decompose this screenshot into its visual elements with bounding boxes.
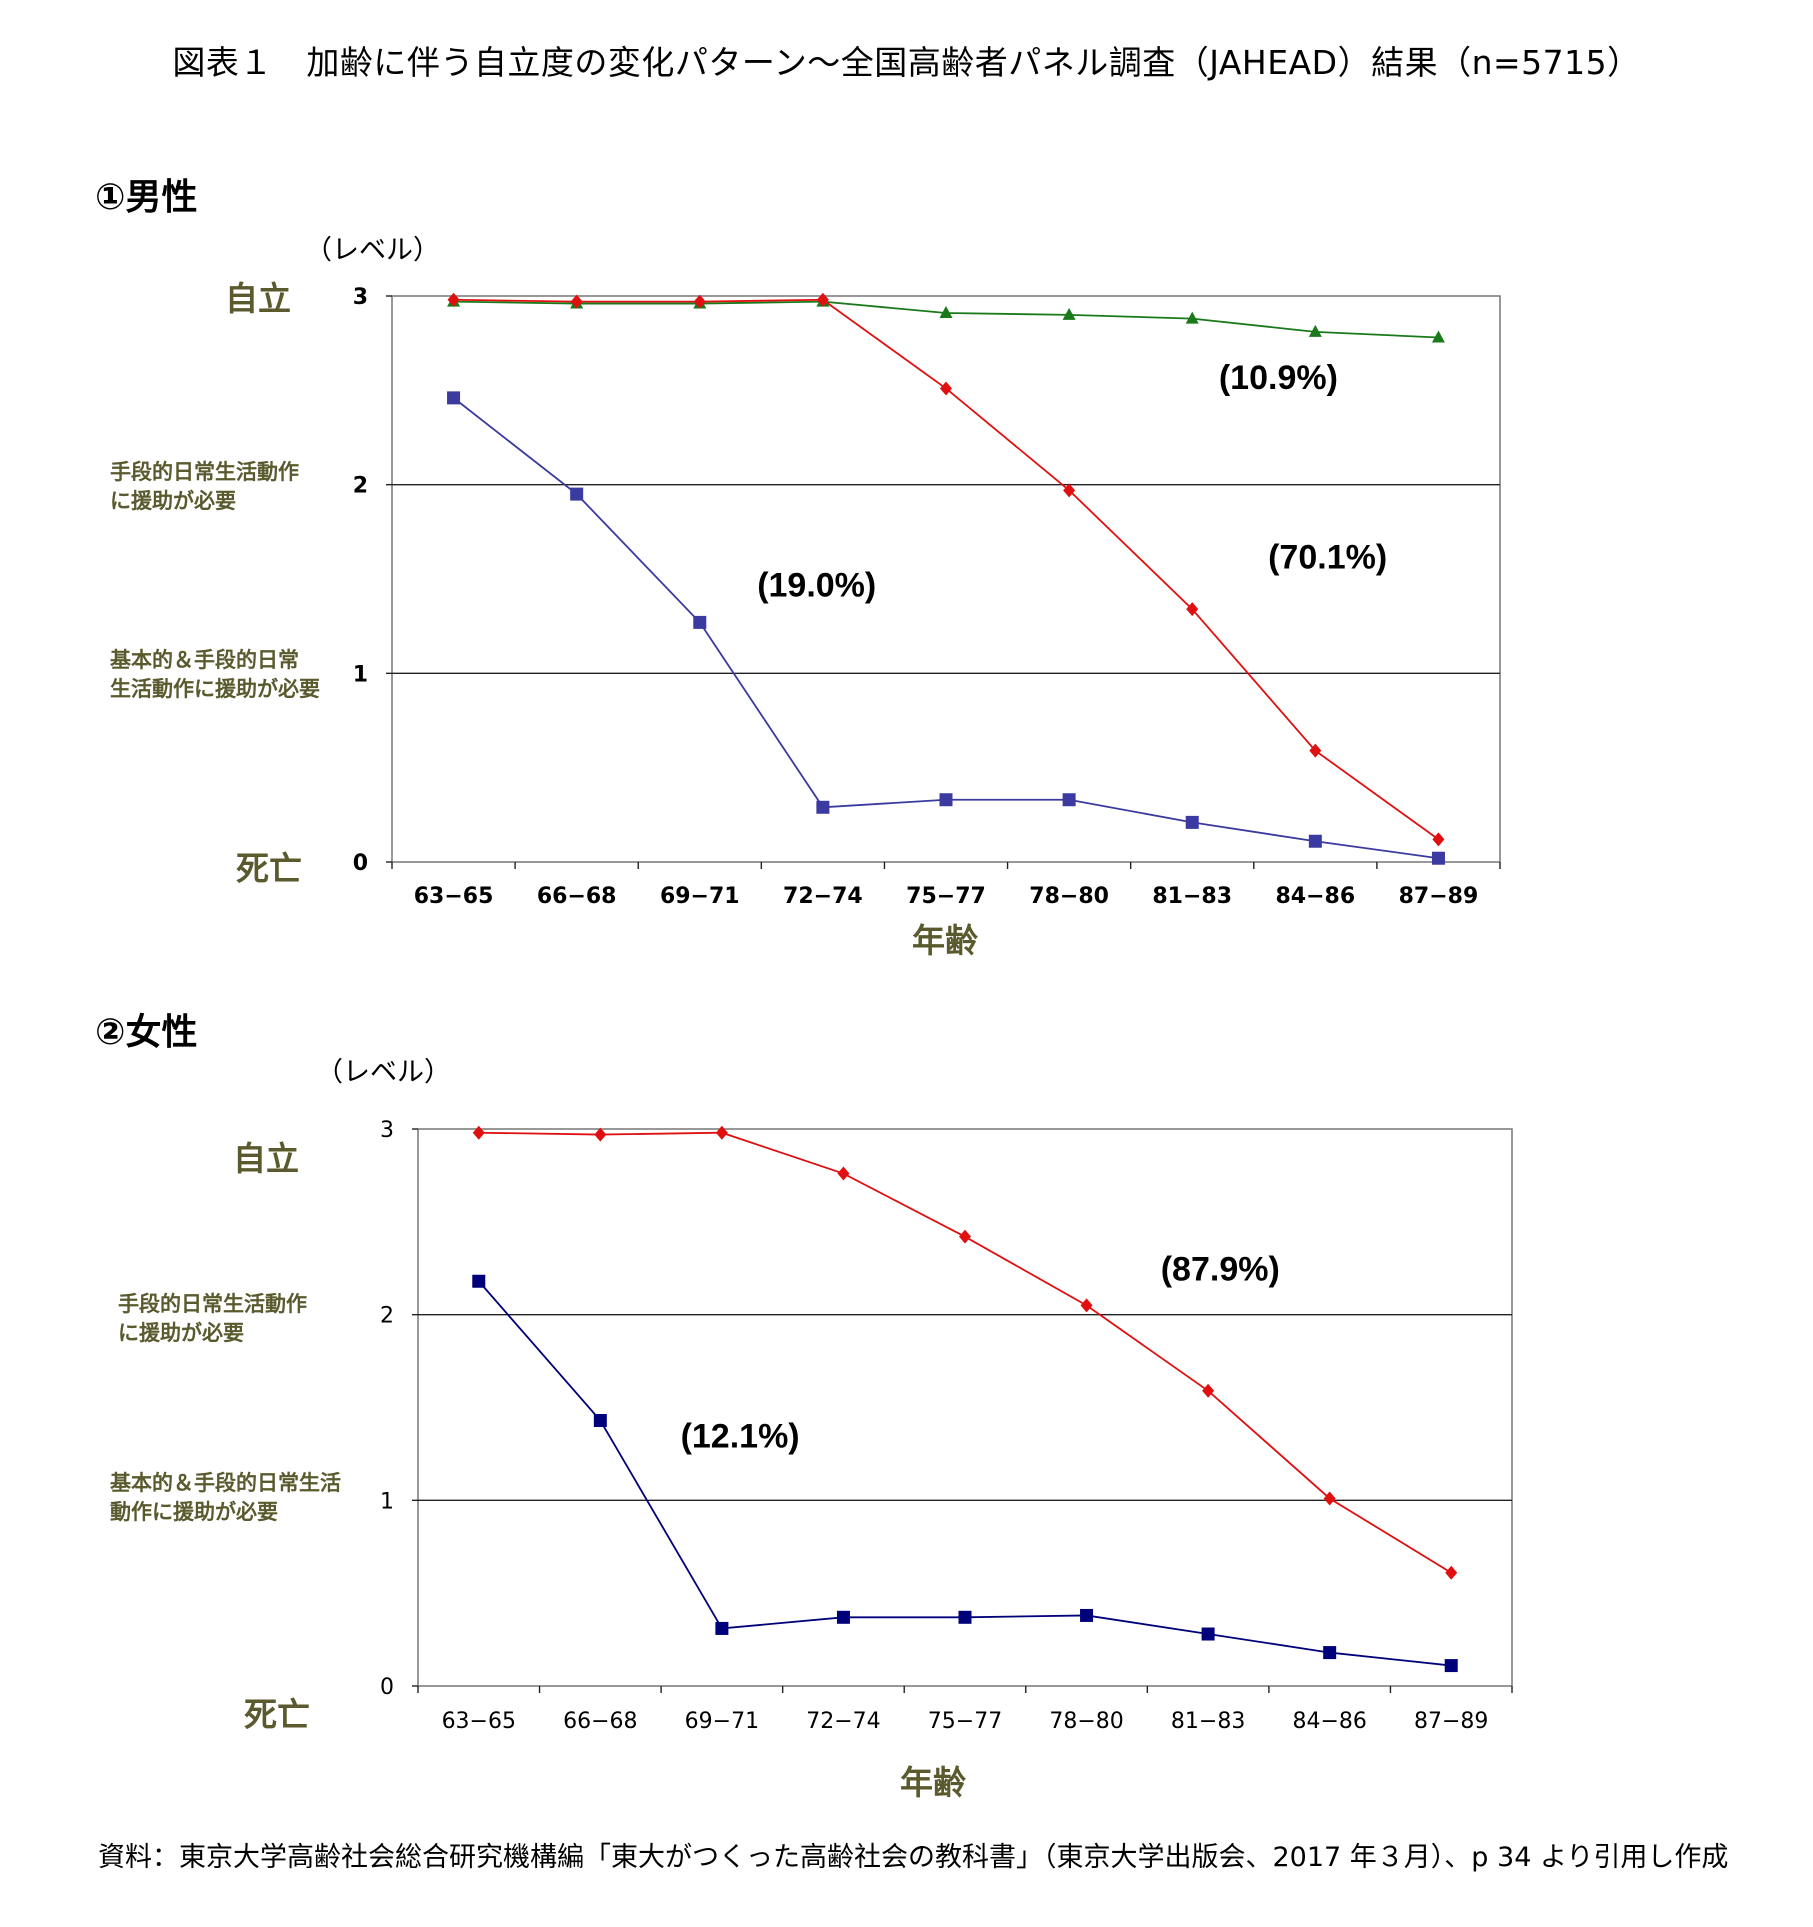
data-point-diamond — [472, 1125, 485, 1140]
y-tick-label: 3 — [380, 1118, 394, 1143]
y-tick-label: 0 — [353, 851, 368, 876]
x-tick-label: 63−65 — [442, 1709, 516, 1734]
x-tick-label: 87−89 — [1399, 884, 1479, 909]
x-tick-label: 72−74 — [806, 1709, 880, 1734]
data-point-square — [836, 1610, 850, 1624]
x-axis-title-male: 年齢 — [912, 921, 978, 960]
y-tick-label: 2 — [380, 1304, 394, 1329]
data-point-diamond — [959, 1229, 971, 1244]
data-point-square — [472, 1274, 486, 1288]
x-tick-label: 78−80 — [1029, 884, 1109, 909]
data-point-diamond — [1432, 832, 1445, 847]
data-point-diamond — [816, 292, 829, 307]
data-point-square — [958, 1610, 972, 1624]
data-point-triangle — [1062, 307, 1076, 320]
y-category-level2-male: 手段的日常生活動作 に援助が必要 — [110, 460, 299, 513]
y-category-level1-female: 基本的＆手段的日常生活 動作に援助が必要 — [110, 1471, 341, 1524]
x-tick-label: 69−71 — [660, 884, 740, 909]
x-tick-label: 81−83 — [1171, 1709, 1245, 1734]
data-point-diamond — [1323, 1491, 1336, 1506]
data-point-diamond — [570, 294, 583, 309]
data-point-square — [570, 487, 584, 501]
y-category-top-male: 自立 — [225, 279, 291, 318]
data-point-square — [1308, 834, 1322, 848]
y-tick-label: 1 — [353, 662, 368, 687]
percent-annotation: (70.1%) — [1268, 538, 1387, 576]
data-point-triangle — [939, 305, 953, 318]
data-point-diamond — [1445, 1565, 1458, 1580]
y-tick-label: 3 — [353, 285, 368, 310]
data-point-square — [939, 793, 953, 807]
y-category-bottom-male: 死亡 — [236, 849, 302, 888]
figure-title: 図表１ 加齢に伴う自立度の変化パターン～全国高齢者パネル調査（JAHEAD）結果… — [172, 43, 1641, 82]
x-tick-label: 66−68 — [537, 884, 617, 909]
x-tick-label: 69−71 — [685, 1709, 759, 1734]
y-tick-label: 0 — [380, 1675, 394, 1700]
data-point-diamond — [594, 1127, 607, 1142]
data-point-diamond — [715, 1125, 728, 1140]
section-label-male: ①男性 — [95, 177, 198, 218]
data-point-diamond — [1309, 743, 1322, 758]
y-tick-label: 2 — [353, 474, 368, 499]
data-point-square — [816, 800, 830, 814]
percent-annotation: (12.1%) — [681, 1417, 800, 1455]
x-tick-label: 87−89 — [1414, 1709, 1488, 1734]
x-tick-label: 78−80 — [1049, 1709, 1123, 1734]
data-point-square — [447, 391, 461, 405]
y-category-level1-male: 基本的＆手段的日常 生活動作に援助が必要 — [110, 648, 320, 701]
y-tick-label: 1 — [380, 1489, 394, 1514]
x-axis-title-female: 年齢 — [900, 1763, 966, 1802]
data-point-diamond — [1202, 1383, 1215, 1398]
percent-annotation: (10.9%) — [1219, 359, 1338, 397]
x-tick-label: 84−86 — [1292, 1709, 1366, 1734]
plot-area — [417, 1128, 1513, 1687]
data-point-square — [1080, 1608, 1094, 1622]
data-point-diamond — [1080, 1298, 1093, 1313]
data-point-square — [693, 615, 707, 629]
x-tick-label: 72−74 — [783, 884, 863, 909]
y-unit-female: （レベル） — [316, 1057, 451, 1088]
data-point-square — [1323, 1646, 1337, 1660]
data-point-square — [1062, 793, 1076, 807]
x-tick-label: 81−83 — [1152, 884, 1232, 909]
percent-annotation: (19.0%) — [757, 567, 876, 605]
data-point-diamond — [693, 294, 706, 309]
x-tick-label: 84−86 — [1275, 884, 1355, 909]
data-point-square — [1444, 1659, 1458, 1673]
x-tick-label: 63−65 — [414, 884, 494, 909]
x-tick-label: 75−77 — [928, 1709, 1002, 1734]
data-point-diamond — [447, 292, 460, 307]
data-point-triangle — [1308, 324, 1322, 337]
y-category-top-female: 自立 — [233, 1139, 299, 1178]
source-note: 資料：東京大学高齢社会総合研究機構編「東大がつくった高齢社会の教科書」（東京大学… — [98, 1842, 1729, 1873]
y-unit-male: （レベル） — [305, 235, 440, 266]
data-point-square — [1185, 815, 1199, 829]
data-point-diamond — [1063, 483, 1076, 498]
data-point-square — [1431, 851, 1445, 865]
x-tick-label: 66−68 — [563, 1709, 637, 1734]
section-label-female: ②女性 — [95, 1012, 198, 1053]
x-tick-label: 75−77 — [906, 884, 986, 909]
data-point-square — [593, 1413, 607, 1427]
data-point-diamond — [940, 381, 952, 396]
line-chart-male: 0 1 2 3 63−65 66−68 69−71 72−74 75−77 78−80 81−83 8… — [353, 285, 1501, 909]
y-category-level2-female: 手段的日常生活動作 に援助が必要 — [118, 1292, 307, 1345]
data-point-square — [1201, 1627, 1215, 1641]
data-point-diamond — [837, 1166, 850, 1181]
y-category-bottom-female: 死亡 — [244, 1695, 310, 1734]
data-point-triangle — [1431, 330, 1445, 343]
data-point-triangle — [1185, 311, 1199, 324]
data-point-square — [715, 1621, 729, 1635]
data-point-diamond — [1186, 602, 1199, 617]
percent-annotation: (87.9%) — [1161, 1250, 1280, 1288]
